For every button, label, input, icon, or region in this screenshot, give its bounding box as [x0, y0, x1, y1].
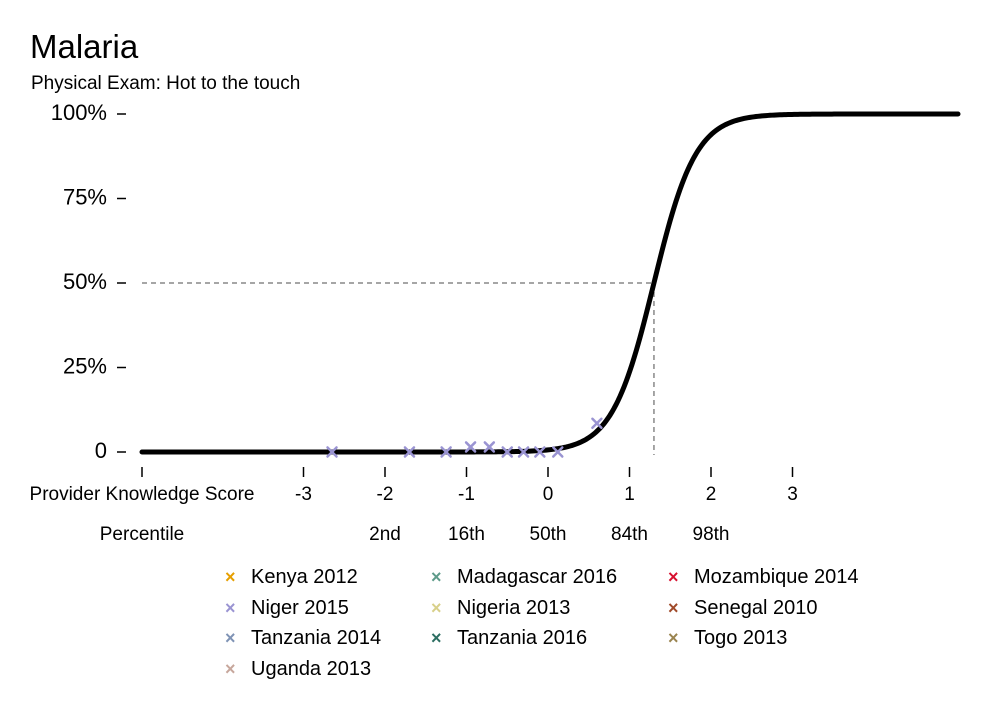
x-tick-label: -3 [295, 484, 312, 505]
chart-title: Malaria [30, 28, 139, 65]
x-tick-label: -1 [458, 484, 475, 505]
fitted-curve [139, 111, 961, 455]
x-tick-label: 3 [787, 484, 798, 505]
legend-marker-icon: × [431, 628, 442, 648]
data-point [403, 446, 416, 458]
y-tick-label: 25% [63, 353, 107, 378]
percentile-tick-label: 84th [611, 524, 648, 545]
chart-subtitle: Physical Exam: Hot to the touch [31, 73, 301, 94]
data-point [464, 441, 477, 453]
legend-label: Madagascar 2016 [457, 566, 618, 588]
legend-item: × Nigeria 2013 [431, 597, 570, 620]
legend-label: Kenya 2012 [251, 566, 358, 588]
legend-item: × Niger 2015 [225, 597, 349, 620]
legend-marker-icon: × [431, 567, 442, 587]
data-point [326, 446, 338, 458]
x-tick-label: 1 [624, 484, 635, 505]
data-point [591, 417, 603, 430]
legend-marker-icon: × [668, 597, 679, 618]
legend-label: Mozambique 2014 [694, 566, 859, 588]
x-tick-label: -2 [377, 484, 394, 505]
data-point [440, 446, 452, 458]
legend-item: × Kenya 2012 [225, 566, 358, 589]
percentile-tick-label: 50th [530, 524, 567, 545]
legend-marker-icon: × [225, 658, 236, 679]
legend-label: Niger 2015 [251, 596, 349, 619]
plot-area: 0 25% 50% 75% 100% -3 -2 -1 0 1 2 3 Provider Knowled… [30, 100, 961, 545]
legend-marker-icon: × [225, 628, 236, 648]
legend-marker-icon: × [225, 597, 236, 618]
data-point [552, 446, 564, 458]
legend-label: Tanzania 2016 [457, 627, 588, 649]
data-point [534, 446, 546, 458]
data-point [483, 441, 496, 453]
percentile-tick-label: 2nd [369, 524, 401, 545]
legend-item: × Togo 2013 [668, 627, 787, 650]
data-point [501, 446, 513, 458]
percentile-label: Percentile [100, 524, 185, 545]
legend-item: × Mozambique 2014 [668, 566, 859, 589]
legend-marker-icon: × [668, 628, 679, 648]
y-tick-label: 75% [63, 184, 107, 209]
legend-label: Tanzania 2014 [251, 627, 382, 649]
legend-marker-icon: × [668, 567, 679, 587]
legend-marker-icon: × [431, 597, 442, 618]
y-tick-label: 50% [63, 269, 107, 294]
data-point [517, 446, 530, 458]
legend-label: Uganda 2013 [251, 657, 372, 680]
y-tick-label: 0 [95, 438, 107, 463]
x-tick-label: 2 [706, 484, 717, 505]
legend-item: × Madagascar 2016 [431, 566, 617, 589]
percentile-tick-label: 98th [693, 524, 730, 545]
legend-item: × Uganda 2013 [225, 658, 371, 681]
x-tick-label: 0 [543, 484, 554, 505]
x-axis-label: Provider Knowledge Score [30, 484, 255, 505]
legend-item: × Tanzania 2016 [431, 627, 587, 650]
legend-label: Nigeria 2013 [457, 596, 571, 619]
legend-marker-icon: × [225, 567, 236, 587]
percentile-tick-label: 16th [448, 524, 485, 545]
legend-item: × Senegal 2010 [668, 597, 817, 620]
legend-label: Togo 2013 [694, 627, 788, 649]
y-tick-label: 100% [51, 100, 107, 125]
legend-item: × Tanzania 2014 [225, 627, 381, 650]
legend-label: Senegal 2010 [694, 596, 818, 619]
